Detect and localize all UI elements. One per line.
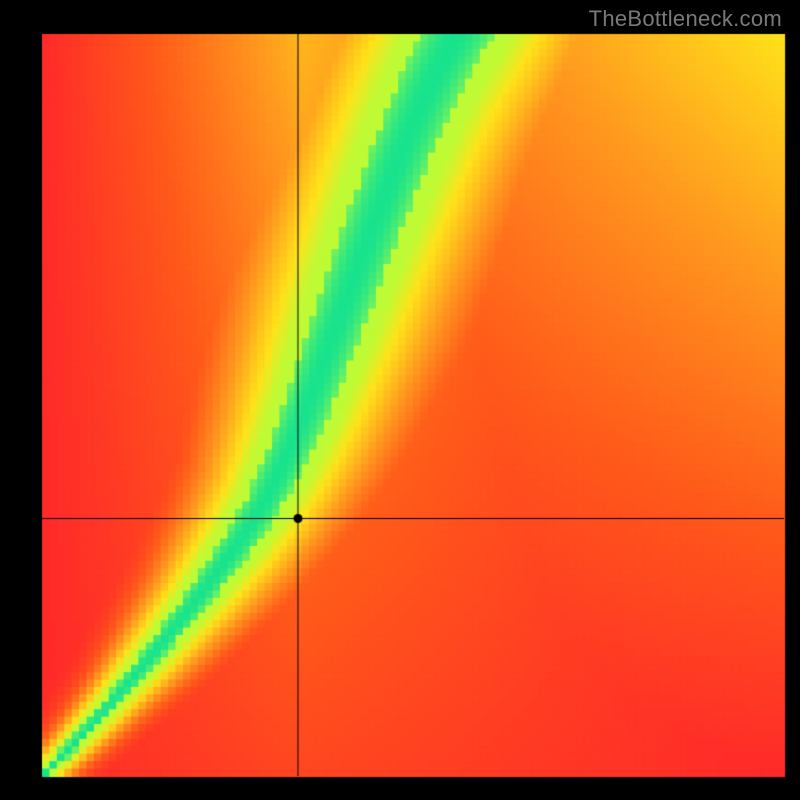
watermark-text: TheBottleneck.com — [589, 6, 782, 32]
heatmap-canvas — [0, 0, 800, 800]
